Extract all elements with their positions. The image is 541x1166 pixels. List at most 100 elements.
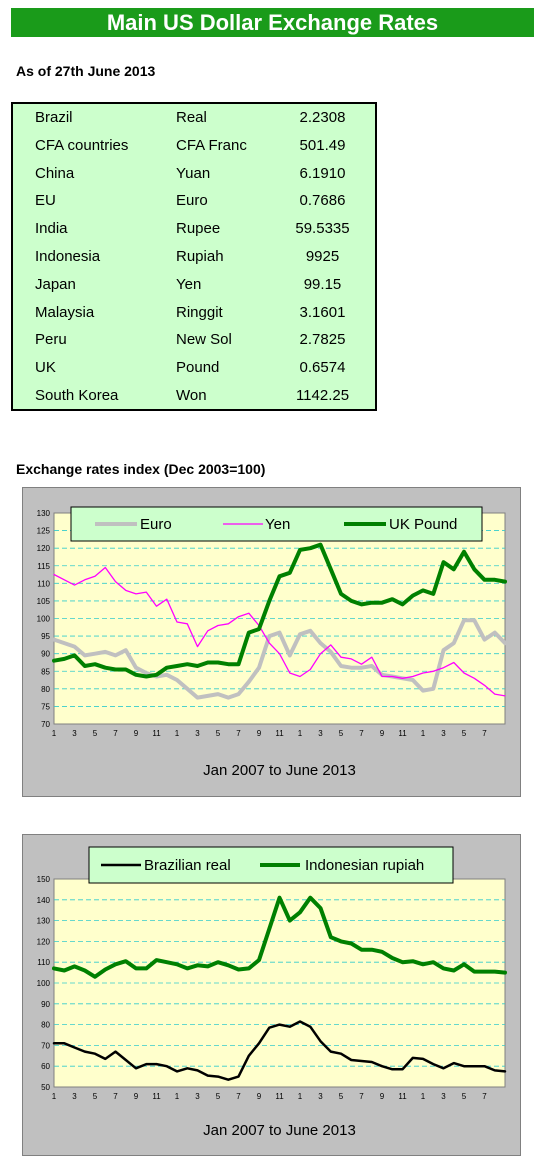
currency-cell: Rupee (176, 220, 221, 238)
exchange-rates-table: Brazil Real 2.2308 CFA countries CFA Franc 50… (11, 102, 377, 411)
country-cell: UK (35, 359, 56, 377)
rate-value-cell: 3.1601 (299, 303, 346, 321)
rate-value-cell: 6.1910 (299, 164, 346, 182)
rate-row: India Rupee 59.5335 (13, 216, 375, 244)
legend-label: Yen (265, 516, 290, 533)
x-tick-label: 1 (298, 729, 303, 738)
x-tick-label: 5 (462, 1092, 467, 1101)
x-tick-label: 3 (195, 1092, 200, 1101)
as-of-date: As of 27th June 2013 (16, 63, 156, 79)
rate-value-cell: 59.5335 (295, 220, 350, 238)
rate-value-cell: 0.7686 (299, 192, 346, 210)
x-tick-label: 5 (339, 729, 344, 738)
y-tick-label: 50 (41, 1083, 50, 1092)
rate-row: Brazil Real 2.2308 (13, 105, 375, 133)
rate-row: Japan Yen 99.15 (13, 272, 375, 300)
rate-value-cell: 99.15 (303, 275, 342, 293)
x-tick-label: 5 (93, 1092, 98, 1101)
x-tick-label: 7 (359, 1092, 364, 1101)
index-chart-frame: 70 75 80 85 90 95 100 105 110 115 120 125 130 1 3 5 7 9 11… (22, 487, 521, 797)
country-cell: China (35, 164, 75, 182)
y-tick-label: 140 (37, 896, 51, 905)
country-cell: Japan (35, 275, 76, 293)
x-tick-label: 9 (134, 729, 139, 738)
country-cell: India (35, 220, 68, 238)
y-tick-label: 130 (37, 509, 51, 518)
x-tick-label: 7 (236, 729, 241, 738)
y-tick-label: 70 (41, 1041, 50, 1050)
rate-value-cell: 1142.25 (295, 387, 350, 404)
x-tick-label: 1 (421, 729, 426, 738)
rate-value-cell: 0.6574 (299, 359, 346, 377)
rate-row: EU Euro 0.7686 (13, 188, 375, 216)
x-tick-label: 11 (398, 1092, 407, 1101)
rate-row: Peru New Sol 2.7825 (13, 327, 375, 355)
x-tick-label: 7 (113, 729, 118, 738)
rate-row: Indonesia Rupiah 9925 (13, 244, 375, 272)
x-tick-label: 1 (175, 1092, 180, 1101)
x-tick-label: 9 (380, 1092, 385, 1101)
y-tick-label: 75 (41, 702, 50, 711)
x-tick-label: 11 (275, 729, 284, 738)
currency-cell: Ringgit (176, 303, 223, 321)
x-tick-label: 3 (318, 729, 323, 738)
x-tick-label: 1 (52, 1092, 57, 1101)
x-tick-label: 3 (72, 729, 77, 738)
y-tick-label: 70 (41, 720, 50, 729)
x-tick-label: 7 (482, 729, 487, 738)
x-axis-label: Jan 2007 to June 2013 (203, 1122, 356, 1139)
rate-value-cell: 2.2308 (299, 109, 346, 126)
rate-value-cell: 9925 (305, 248, 340, 265)
legend-label: Indonesian rupiah (305, 857, 424, 874)
page-title-banner: Main US Dollar Exchange Rates (11, 8, 534, 37)
x-tick-label: 1 (52, 729, 57, 738)
y-tick-label: 115 (37, 562, 50, 571)
x-tick-label: 1 (298, 1092, 303, 1101)
rate-row: CFA countries CFA Franc 501.49 (13, 133, 375, 161)
chart-legend (70, 506, 483, 542)
x-tick-label: 11 (275, 1092, 284, 1101)
legend-label: Brazilian real (144, 857, 231, 874)
currency-cell: Euro (176, 192, 208, 210)
x-tick-label: 11 (398, 729, 407, 738)
y-tick-label: 85 (41, 667, 50, 676)
country-cell: EU (35, 192, 56, 210)
emerging-chart-frame: 50 60 70 80 90 100 110 120 130 140 150 1 3 5 7 9 11 1 3 5 7 9… (22, 834, 521, 1156)
index-section-title: Exchange rates index (Dec 2003=100) (16, 461, 266, 477)
series-line-brazilian-real (52, 1020, 507, 1081)
x-tick-label: 7 (236, 1092, 241, 1101)
y-tick-label: 110 (37, 958, 50, 967)
currency-cell: Yuan (176, 164, 211, 182)
x-tick-label: 1 (421, 1092, 426, 1101)
legend-label: Euro (140, 516, 172, 533)
x-tick-label: 7 (113, 1092, 118, 1101)
series-line-uk-pound (52, 542, 507, 679)
currency-cell: Real (176, 109, 207, 126)
y-tick-label: 100 (37, 979, 51, 988)
currency-cell: Rupiah (176, 248, 224, 265)
page-title: Main US Dollar Exchange Rates (106, 10, 439, 35)
x-tick-label: 3 (441, 1092, 446, 1101)
y-tick-label: 120 (37, 544, 51, 553)
rate-value-cell: 2.7825 (299, 331, 346, 349)
country-cell: Malaysia (35, 303, 95, 321)
country-cell: Peru (35, 331, 67, 349)
x-tick-label: 5 (339, 1092, 344, 1101)
currency-cell: Won (176, 387, 207, 404)
y-tick-label: 80 (41, 685, 50, 694)
y-tick-label: 95 (41, 632, 50, 641)
country-cell: South Korea (35, 387, 119, 404)
currency-cell: Pound (176, 359, 220, 377)
country-cell: Indonesia (35, 248, 101, 265)
y-tick-label: 150 (37, 875, 51, 884)
rate-value-cell: 501.49 (299, 136, 346, 154)
y-tick-label: 80 (41, 1021, 50, 1030)
series-line-yen (53, 566, 506, 697)
x-tick-label: 7 (482, 1092, 487, 1101)
y-tick-label: 90 (41, 650, 50, 659)
y-tick-label: 110 (37, 579, 50, 588)
x-axis-label: Jan 2007 to June 2013 (203, 762, 356, 779)
x-tick-label: 3 (441, 729, 446, 738)
